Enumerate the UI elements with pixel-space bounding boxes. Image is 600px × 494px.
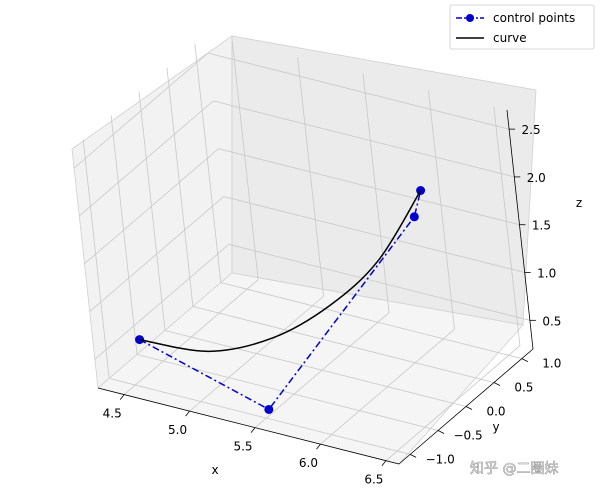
- control-polygon-line: [139, 190, 422, 411]
- y-tick-mark: [521, 358, 529, 362]
- y-gridline-floor: [164, 330, 467, 407]
- legend-label-control-points: control points: [493, 11, 575, 25]
- x-axis-label: x: [211, 463, 218, 477]
- x-gridline-back: [493, 106, 521, 346]
- z-gridline-left: [89, 196, 224, 312]
- x-tick-labels: 4.5 5.0 5.5 6.0 6.5: [103, 407, 384, 487]
- z-gridline-back: [228, 243, 530, 321]
- z-gridline-back: [207, 52, 510, 130]
- z-tick-label: 2.0: [527, 171, 546, 185]
- y-gridline-floor: [109, 378, 411, 455]
- z-tick-labels: 0.5 1.0 1.5 2.0 2.5: [522, 123, 562, 328]
- y-tick-label: −0.5: [454, 428, 483, 442]
- legend-frame: [449, 4, 595, 50]
- y-tick-label: 0.5: [514, 381, 533, 395]
- y-gridline-left: [110, 115, 138, 355]
- y-axis-label: y: [492, 420, 499, 434]
- x-tick-label: 5.5: [233, 440, 252, 454]
- z-gridline-back: [223, 196, 525, 273]
- x-gridline-back: [428, 90, 455, 330]
- legend-marker-control-points: [466, 14, 474, 22]
- x-tick-mark: [381, 460, 387, 466]
- legend-label-curve: curve: [493, 31, 527, 45]
- x-gridline-back: [362, 73, 390, 313]
- x-tick-mark: [316, 443, 321, 450]
- y-tick-mark: [465, 406, 473, 410]
- curve-line: [139, 190, 422, 353]
- legend: control points curve: [449, 4, 595, 50]
- z-gridline-left: [94, 244, 230, 360]
- gridlines: [73, 40, 530, 461]
- x-tick-mark: [250, 427, 256, 433]
- y-tick-label: 1.0: [542, 357, 561, 371]
- z-tick-label: 2.5: [522, 123, 541, 137]
- y-tick-labels: −1.0 −0.50.0 0.5 1.0: [426, 357, 562, 467]
- y-tick-label: 0.0: [486, 405, 505, 419]
- y-tick-mark: [493, 382, 501, 386]
- z-gridline-left: [73, 52, 209, 169]
- x-axis-line: [97, 387, 400, 465]
- x-tick-label: 5.0: [168, 423, 187, 437]
- z-gridline-back: [213, 100, 515, 178]
- z-axis-label: z: [576, 196, 582, 210]
- control-point-marker: [416, 186, 426, 196]
- watermark: 知乎 @二圈妹: [470, 460, 558, 477]
- z-gridline-left: [84, 148, 219, 265]
- y-gridline-left: [194, 43, 222, 283]
- y-gridline-floor: [220, 282, 522, 359]
- control-point-marker: [409, 212, 419, 222]
- y-gridline-floor: [192, 306, 495, 383]
- x-tick-mark: [119, 394, 125, 400]
- x-tick-label: 4.5: [103, 407, 122, 421]
- control-point-marker: [264, 404, 274, 414]
- y-gridline-floor: [136, 354, 439, 431]
- y-tick-mark: [409, 454, 417, 458]
- z-tick-label: 1.0: [537, 267, 556, 281]
- y-gridline-left: [166, 67, 194, 307]
- z-tick-label: 0.5: [542, 314, 561, 328]
- z-gridline-back: [218, 148, 520, 226]
- z-gridline-left: [79, 100, 214, 217]
- y-tick-label: −1.0: [426, 452, 455, 466]
- x-tick-label: 6.0: [299, 456, 318, 470]
- x-tick-mark: [185, 410, 190, 417]
- x-gridline-back: [297, 57, 325, 297]
- x-tick-label: 6.5: [364, 473, 383, 487]
- series-layer: [135, 186, 426, 414]
- axes: [97, 109, 536, 466]
- y-gridline-left: [138, 91, 166, 331]
- z-axis-line: [506, 109, 534, 350]
- y-tick-mark: [437, 430, 445, 434]
- y-gridline-left: [82, 139, 110, 379]
- x-gridline-back: [231, 40, 259, 280]
- z-tick-label: 1.5: [532, 219, 551, 233]
